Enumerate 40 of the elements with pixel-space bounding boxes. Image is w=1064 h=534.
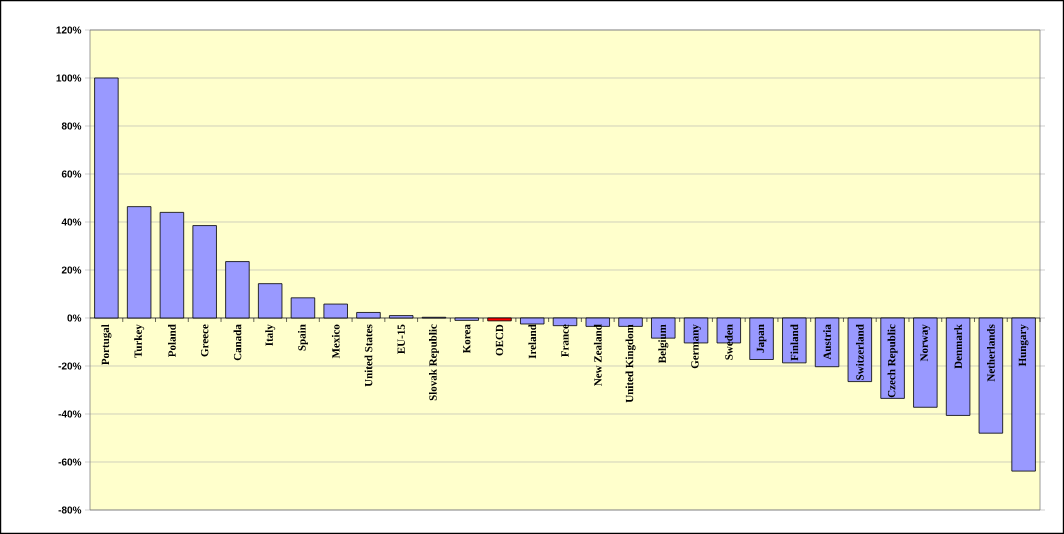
y-tick-label: 120% <box>56 26 82 34</box>
x-tick-label: Greece <box>200 324 209 357</box>
y-tick-label: 0% <box>67 314 82 322</box>
y-tick-label: -60% <box>58 458 82 466</box>
x-tick-label: Hungary <box>1018 324 1029 367</box>
x-tick-label: Italy <box>265 324 276 346</box>
x-tick-label: Belgium <box>658 324 669 364</box>
x-tick-label: Korea <box>463 324 471 354</box>
x-tick-label: Finland <box>790 324 799 361</box>
x-tick-label: Mexico <box>331 324 340 359</box>
y-tick-label: 20% <box>61 266 82 274</box>
x-tick-label: Ireland <box>528 324 537 359</box>
x-tick-label: Germany <box>691 324 701 369</box>
x-tick-label: Czech Republic <box>887 324 898 398</box>
x-tick-label: United States <box>364 324 373 387</box>
x-tick-label: Slovak Republic <box>429 324 439 401</box>
x-tick-label: Spain <box>297 324 308 351</box>
y-tick-label: -80% <box>58 506 82 514</box>
y-tick-label: -40% <box>58 410 82 418</box>
y-tick-label: -20% <box>58 362 82 370</box>
x-tick-label: Turkey <box>134 324 145 358</box>
y-tick-label: 100% <box>56 74 82 82</box>
x-tick-label: OECD <box>495 324 504 356</box>
y-tick-label: 60% <box>61 170 82 178</box>
x-tick-label: Netherlands <box>987 324 995 382</box>
x-tick-label: Poland <box>168 324 176 358</box>
y-tick-label: 80% <box>61 122 82 130</box>
x-tick-label: New Zealand <box>593 324 602 387</box>
x-tick-label: Switzerland <box>855 324 864 380</box>
x-tick-label: Norway <box>920 324 931 362</box>
x-tick-label: Portugal <box>101 324 112 365</box>
x-tick-label: Sweden <box>724 324 733 360</box>
y-tick-label: 40% <box>61 218 82 226</box>
x-tick-label: Canada <box>233 324 242 361</box>
x-tick-label: Japan <box>756 324 767 353</box>
x-tick-label: Denmark <box>954 324 962 369</box>
x-tick-label: Austria <box>823 324 831 360</box>
x-tick-label: EU-15 <box>397 324 405 354</box>
x-tick-label: United Kingdom <box>625 324 636 403</box>
x-tick-label: France <box>561 324 569 357</box>
